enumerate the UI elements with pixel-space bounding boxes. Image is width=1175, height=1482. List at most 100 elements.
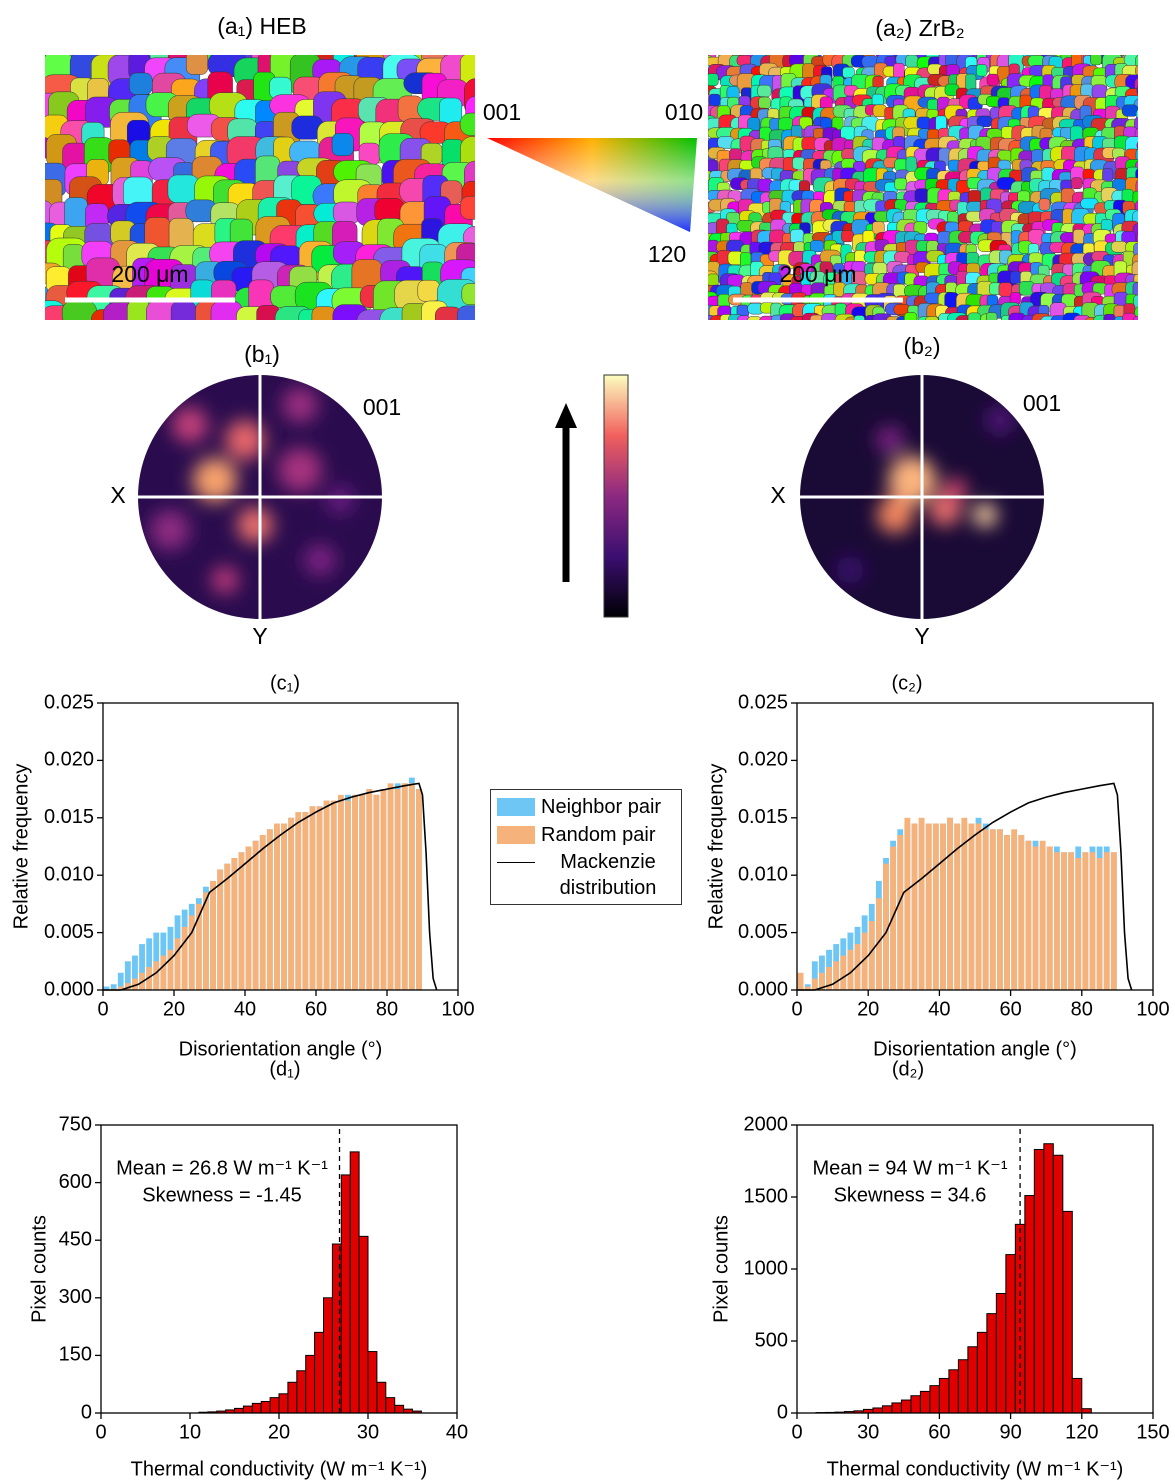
bar	[1039, 840, 1046, 990]
grain	[779, 313, 796, 320]
bar	[883, 863, 889, 990]
bar	[1103, 852, 1110, 990]
bar	[288, 817, 295, 990]
grain	[1038, 198, 1051, 211]
bar	[238, 852, 245, 990]
annotation: Mean = 94 W m⁻¹ K⁻¹	[812, 1157, 1007, 1179]
chart-title: (c₂)	[891, 672, 922, 694]
bar	[975, 823, 982, 990]
bar	[296, 1370, 307, 1414]
y-tick-label: 750	[59, 1113, 92, 1135]
grain	[1121, 104, 1138, 117]
pole-direction: 001	[363, 394, 401, 420]
ipf-triangle-shade	[487, 138, 697, 232]
x-tick-label: 10	[179, 1421, 201, 1443]
x-axis-label: Disorientation angle (°)	[873, 1038, 1077, 1060]
grain	[708, 273, 719, 287]
grain	[914, 188, 930, 203]
bar	[1082, 852, 1089, 990]
bar	[251, 1402, 262, 1414]
bar	[1024, 1195, 1035, 1414]
x-tick-label: 0	[97, 998, 108, 1020]
bar	[146, 967, 153, 990]
y-tick-label: 150	[59, 1344, 92, 1366]
y-tick-label: 0	[81, 1401, 92, 1423]
bar	[340, 1174, 351, 1414]
y-tick-label: 0.020	[738, 749, 788, 771]
bar	[234, 1407, 244, 1414]
grain	[1135, 55, 1138, 69]
scale-bar-label: 200 μm	[111, 261, 188, 287]
bar	[408, 783, 415, 990]
grain	[417, 279, 440, 302]
bar	[929, 1385, 940, 1414]
bar	[281, 823, 287, 990]
pole-figure-density	[150, 387, 354, 594]
bar	[919, 1390, 931, 1414]
bar	[891, 1402, 902, 1414]
bar	[110, 984, 117, 990]
x-axis-label: Disorientation angle (°)	[179, 1038, 383, 1060]
pole-direction: 001	[1023, 390, 1061, 416]
grain	[709, 44, 723, 55]
bar	[345, 800, 351, 990]
bar	[1068, 852, 1075, 990]
grain	[757, 84, 772, 98]
bar	[1061, 852, 1067, 990]
grain	[905, 55, 919, 68]
bar	[997, 829, 1003, 990]
legend-item: Neighbor pair	[497, 793, 675, 821]
bar	[376, 1381, 387, 1414]
bar	[904, 817, 911, 990]
grain	[1132, 282, 1138, 298]
ipf-label: 001	[483, 99, 521, 125]
bar	[1004, 835, 1010, 990]
pole-axis-label: Y	[914, 623, 929, 649]
grain	[1110, 240, 1128, 253]
ebsd-map	[696, 44, 1138, 320]
bar	[181, 926, 188, 990]
grain	[894, 177, 908, 191]
bar	[167, 949, 174, 990]
grain	[1100, 219, 1113, 231]
bar	[1011, 829, 1018, 990]
annotation: Skewness = -1.45	[142, 1184, 302, 1206]
bar	[309, 806, 316, 990]
grain	[841, 230, 854, 243]
grain	[331, 133, 354, 157]
x-tick-label: 150	[1136, 1421, 1169, 1443]
annotation: Mean = 26.8 W m⁻¹ K⁻¹	[116, 1157, 328, 1179]
bar	[366, 789, 373, 990]
bar	[854, 944, 861, 990]
y-tick-label: 1500	[744, 1185, 789, 1207]
bar	[316, 806, 323, 990]
grain	[1136, 141, 1138, 150]
bar	[804, 986, 811, 990]
x-tick-label: 30	[357, 1421, 379, 1443]
bar	[380, 789, 387, 990]
grain	[459, 112, 475, 136]
grain	[696, 78, 707, 91]
grain	[311, 306, 337, 320]
bar	[932, 823, 939, 990]
bar	[910, 1395, 921, 1414]
bar	[1018, 835, 1025, 990]
bar	[174, 938, 181, 990]
bar	[203, 892, 209, 990]
y-axis-label: Pixel counts	[710, 1215, 732, 1323]
bar	[124, 983, 131, 990]
annotation: Skewness = 34.6	[834, 1184, 987, 1206]
grain	[737, 315, 751, 320]
grain	[872, 313, 893, 320]
x-tick-label: 40	[234, 998, 256, 1020]
x-tick-label: 100	[1136, 998, 1169, 1020]
bar	[1110, 852, 1117, 990]
grain	[1133, 315, 1138, 320]
grain	[1135, 65, 1138, 77]
legend-swatch	[497, 826, 535, 844]
bar	[1033, 1148, 1045, 1414]
bar	[287, 1381, 298, 1414]
y-tick-label: 0.005	[738, 921, 788, 943]
bar	[900, 1399, 912, 1414]
bar	[1062, 1210, 1073, 1414]
